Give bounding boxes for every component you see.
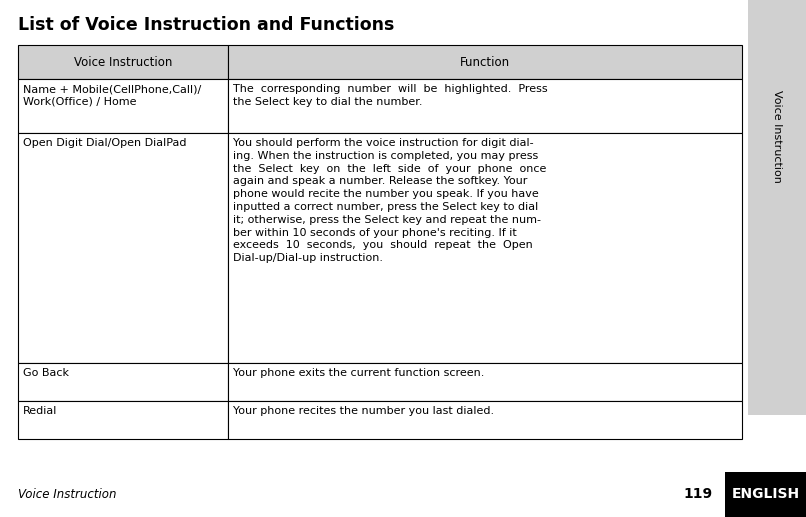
Bar (18, 401, 228, 439)
Text: Name + Mobile(CellPhone,Call)/
Work(Office) / Home: Name + Mobile(CellPhone,Call)/ Work(Offi… (23, 84, 202, 107)
Bar (228, 133, 742, 363)
Text: List of Voice Instruction and Functions: List of Voice Instruction and Functions (18, 16, 394, 34)
Text: ENGLISH: ENGLISH (731, 488, 800, 501)
Text: Go Back: Go Back (23, 368, 69, 378)
Bar (18, 133, 228, 363)
Bar (228, 45, 742, 79)
Text: You should perform the voice instruction for digit dial-
ing. When the instructi: You should perform the voice instruction… (233, 138, 546, 263)
Text: 119: 119 (683, 488, 713, 501)
Text: Your phone exits the current function screen.: Your phone exits the current function sc… (233, 368, 484, 378)
Text: Open Digit Dial/Open DialPad: Open Digit Dial/Open DialPad (23, 138, 186, 148)
Bar (748, 0, 806, 415)
Bar (228, 79, 742, 133)
Bar (228, 401, 742, 439)
Bar (228, 363, 742, 401)
Text: Voice Instruction: Voice Instruction (772, 90, 782, 183)
Bar (18, 79, 228, 133)
Bar (18, 363, 228, 401)
Text: Voice Instruction: Voice Instruction (74, 55, 172, 68)
Text: The  corresponding  number  will  be  highlighted.  Press
the Select key to dial: The corresponding number will be highlig… (233, 84, 547, 107)
Bar (18, 45, 228, 79)
Text: Your phone recites the number you last dialed.: Your phone recites the number you last d… (233, 406, 494, 416)
Text: Voice Instruction: Voice Instruction (18, 488, 117, 501)
Text: Function: Function (460, 55, 510, 68)
Bar (725, 472, 806, 517)
Text: Redial: Redial (23, 406, 57, 416)
